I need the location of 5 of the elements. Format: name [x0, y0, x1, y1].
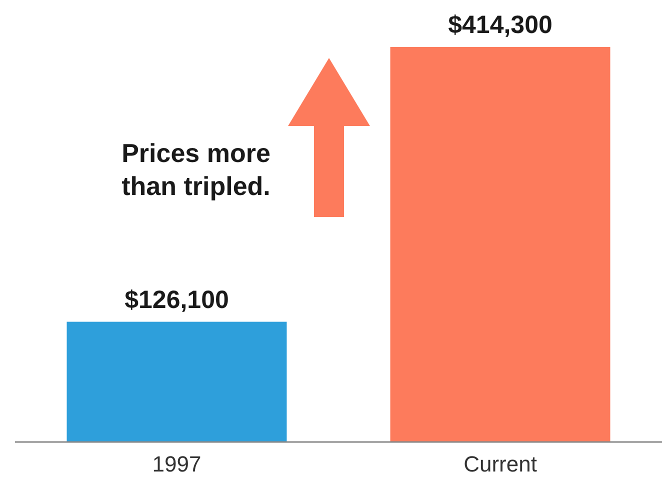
data-label: $414,300 — [448, 11, 552, 39]
x-tick-label: 1997 — [152, 452, 202, 477]
annotation: Prices more than tripled. — [122, 138, 270, 201]
data-label: $126,100 — [124, 286, 229, 314]
x-tick-label: Current — [464, 452, 537, 477]
